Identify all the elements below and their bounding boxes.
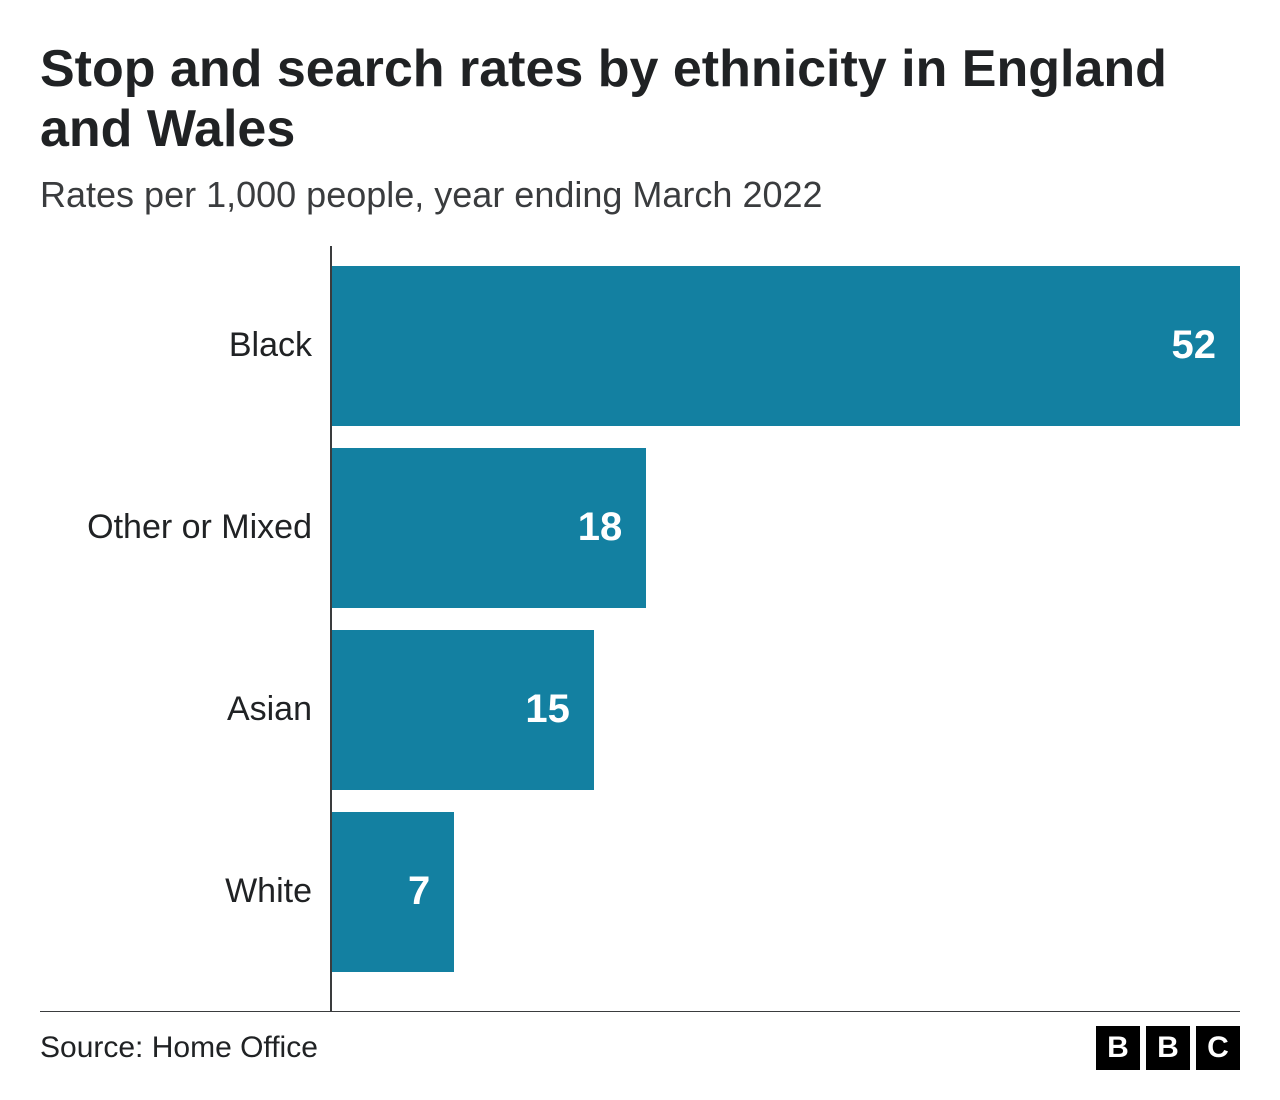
bar-value-label: 18 — [578, 505, 623, 550]
bar: 52 — [332, 266, 1240, 426]
chart-title: Stop and search rates by ethnicity in En… — [40, 40, 1240, 160]
chart-area: Black Other or Mixed Asian White 52 18 1… — [40, 246, 1240, 1011]
chart-footer: Source: Home Office B B C — [40, 1011, 1240, 1070]
chart-subtitle: Rates per 1,000 people, year ending Marc… — [40, 174, 1240, 216]
source-label: Source: Home Office — [40, 1031, 318, 1065]
logo-letter: C — [1196, 1026, 1240, 1070]
category-label: Asian — [40, 690, 330, 729]
logo-letter: B — [1096, 1026, 1140, 1070]
category-label: Other or Mixed — [40, 508, 330, 547]
bar-value-label: 7 — [408, 869, 430, 914]
bars-column: 52 18 15 7 — [330, 246, 1240, 1011]
bar-value-label: 15 — [525, 687, 570, 732]
category-label: White — [40, 872, 330, 911]
bar: 7 — [332, 812, 454, 972]
logo-letter: B — [1146, 1026, 1190, 1070]
bar: 18 — [332, 448, 646, 608]
bar: 15 — [332, 630, 594, 790]
category-label: Black — [40, 326, 330, 365]
category-labels-column: Black Other or Mixed Asian White — [40, 246, 330, 1011]
bbc-logo: B B C — [1096, 1026, 1240, 1070]
bar-value-label: 52 — [1172, 323, 1217, 368]
